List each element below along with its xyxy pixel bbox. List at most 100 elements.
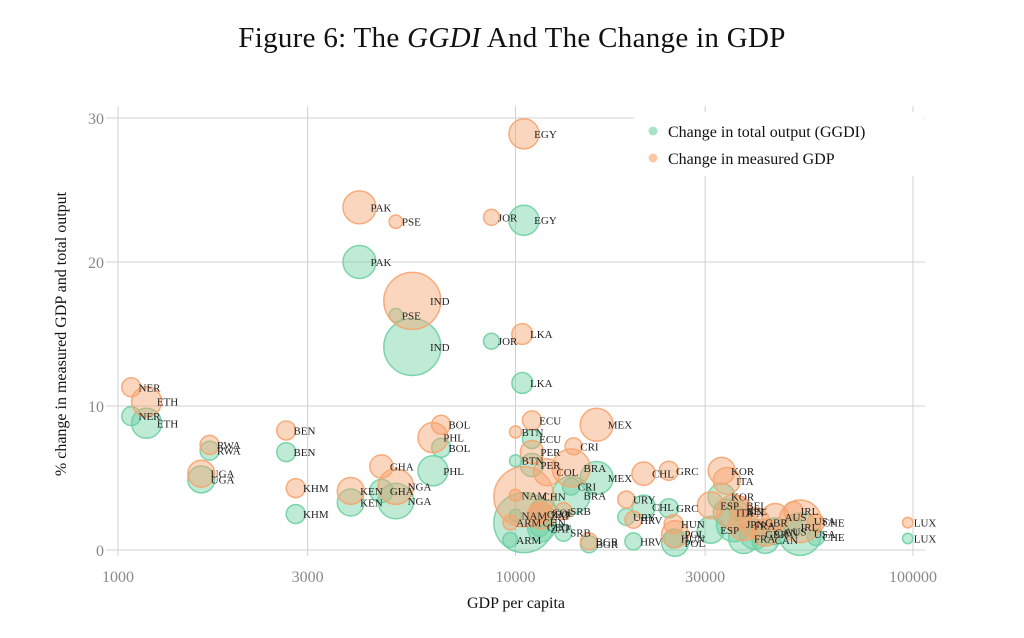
y-tick-label: 30: [88, 111, 104, 128]
point-label-ggdi-khm: KHM: [303, 509, 329, 521]
point-label-ggdi-rwa: RWA: [217, 446, 241, 458]
point-label-gdp-kor: KOR: [731, 466, 755, 478]
point-label-ggdi-irl: IRL: [801, 522, 819, 534]
y-tick-label: 10: [88, 399, 104, 416]
point-gdp-pol: [660, 519, 690, 549]
point-label-gdp-pak: PAK: [371, 202, 392, 214]
point-label-ggdi-ury: URY: [633, 512, 656, 524]
point-label-gdp-geo: GEO: [547, 509, 570, 521]
point-ggdi-per: [519, 452, 545, 478]
point-gdp-nam: [508, 488, 523, 503]
point-label-gdp-per: PER: [540, 447, 561, 459]
point-label-ggdi-btn: BTN: [522, 456, 544, 468]
point-label-ggdi-nam: NAM: [522, 510, 548, 522]
point-gdp-can: [751, 518, 780, 547]
point-label-ggdi-chn: CHN: [542, 518, 565, 530]
point-gdp-nga: [377, 468, 415, 506]
point-label-gdp-bgr: BGR: [596, 536, 619, 548]
point-label-gdp-esp: ESP: [720, 500, 739, 512]
point-label-gdp-hrv: HRV: [640, 515, 662, 527]
point-label-gdp-gbr: GBR: [765, 518, 788, 530]
point-label-ggdi-jpn: JPN: [746, 519, 764, 531]
point-label-gdp-zaf: ZAF: [551, 510, 572, 522]
point-ggdi-pse: [388, 307, 404, 323]
point-label-ggdi-egy: EGY: [534, 215, 557, 227]
point-label-ggdi-jor: JOR: [498, 336, 518, 348]
point-label-gdp-aus: AUS: [785, 512, 807, 524]
point-label-ggdi-arm: ARM: [516, 535, 541, 547]
point-gdp-eth: [130, 385, 163, 418]
point-gdp-ken: [336, 476, 365, 506]
point-label-ggdi-cri: CRI: [578, 482, 597, 494]
point-gdp-per: [519, 439, 545, 465]
point-label-gdp-arm: ARM: [516, 518, 541, 530]
legend: Change in total output (GGDI) Change in …: [634, 112, 924, 176]
point-gdp-bol: [430, 414, 452, 435]
point-gdp-zaf: [526, 501, 556, 530]
point-label-ggdi-mex: MEX: [608, 473, 633, 485]
point-label-ggdi-bra: BRA: [584, 490, 607, 502]
point-label-gdp-btn: BTN: [522, 427, 544, 439]
point-gdp-mex: [579, 407, 614, 442]
point-gdp-lka: [511, 322, 534, 346]
point-label-ggdi-chl: CHL: [652, 502, 674, 514]
point-label-ggdi-bel: BEL: [746, 506, 767, 518]
point-label-ggdi-pse: PSE: [402, 310, 421, 322]
point-label-ggdi-lka: LKA: [530, 378, 553, 390]
series-gdp: [121, 118, 914, 551]
point-label-gdp-eth: ETH: [157, 397, 178, 409]
point-gdp-ita: [712, 466, 741, 496]
point-label-ggdi-che: CHE: [823, 532, 845, 544]
point-ggdi-nga: [377, 482, 415, 520]
legend-label-ggdi: Change in total output (GGDI): [668, 124, 865, 141]
point-label-gdp-irl: IRL: [801, 506, 819, 518]
point-ggdi-eth: [130, 407, 163, 440]
point-label-gdp-jor: JOR: [498, 212, 518, 224]
legend-label-gdp: Change in measured GDP: [668, 151, 835, 168]
point-ggdi-ken: [336, 488, 365, 517]
point-label-ggdi-can: CAN: [775, 535, 798, 547]
point-gdp-ben: [275, 420, 297, 441]
point-label-gdp-lka: LKA: [530, 329, 553, 341]
point-label-gdp-bol: BOL: [448, 420, 470, 432]
point-label-gdp-ita: ITA: [736, 476, 754, 488]
point-label-gdp-ecu: ECU: [539, 415, 561, 427]
point-label-gdp-che: CHE: [823, 518, 845, 530]
point-gdp-lux: [901, 516, 914, 529]
point-label-ggdi-uga: UGA: [211, 474, 235, 486]
point-gdp-btn: [508, 425, 523, 439]
point-gdp-bra: [551, 448, 591, 488]
point-label-gdp-fra: FRA: [754, 521, 775, 533]
point-ggdi-hrv: [624, 532, 643, 551]
point-label-gdp-ind: IND: [430, 296, 450, 308]
point-gdp-pak: [342, 190, 377, 225]
x-tick-label: 30000: [685, 569, 725, 586]
point-label-ggdi-geo: GEO: [547, 522, 570, 534]
point-labels: NERETHRWAUGABENKHMKENGHANGAPAKPSEINDPHLB…: [139, 129, 937, 551]
point-gdp-geo: [529, 503, 550, 525]
y-axis-label: % change in measured GDP and total outpu…: [53, 191, 70, 476]
point-gdp-pse: [388, 214, 404, 230]
point-label-ggdi-pol: POL: [684, 538, 705, 550]
point-label-gdp-phl: PHL: [443, 433, 464, 445]
point-ggdi-mex: [579, 460, 614, 496]
point-label-ggdi-srb: SRB: [570, 528, 591, 540]
point-label-ggdi-hun: HUN: [681, 533, 705, 545]
point-label-gdp-jpn: JPN: [746, 508, 764, 520]
point-label-gdp-nga: NGA: [408, 482, 432, 494]
point-gdp-phl: [417, 421, 449, 454]
figure-title-italic: GGDI: [407, 22, 481, 54]
point-label-ggdi-hrv: HRV: [640, 536, 662, 548]
point-label-gdp-can: CAN: [775, 528, 798, 540]
point-label-ggdi-per: PER: [540, 460, 561, 472]
point-gdp-jor: [482, 208, 501, 227]
point-label-ggdi-ita: ITA: [736, 508, 754, 520]
point-ggdi-jor: [482, 332, 501, 350]
point-gdp-ury: [617, 490, 636, 509]
grid: [106, 106, 925, 556]
figure-title: Figure 6: The GGDI And The Change in GDP: [0, 22, 1024, 55]
x-tick-label: 1000: [102, 569, 134, 586]
point-ggdi-grc: [658, 497, 680, 519]
point-ggdi-lka: [511, 371, 534, 395]
